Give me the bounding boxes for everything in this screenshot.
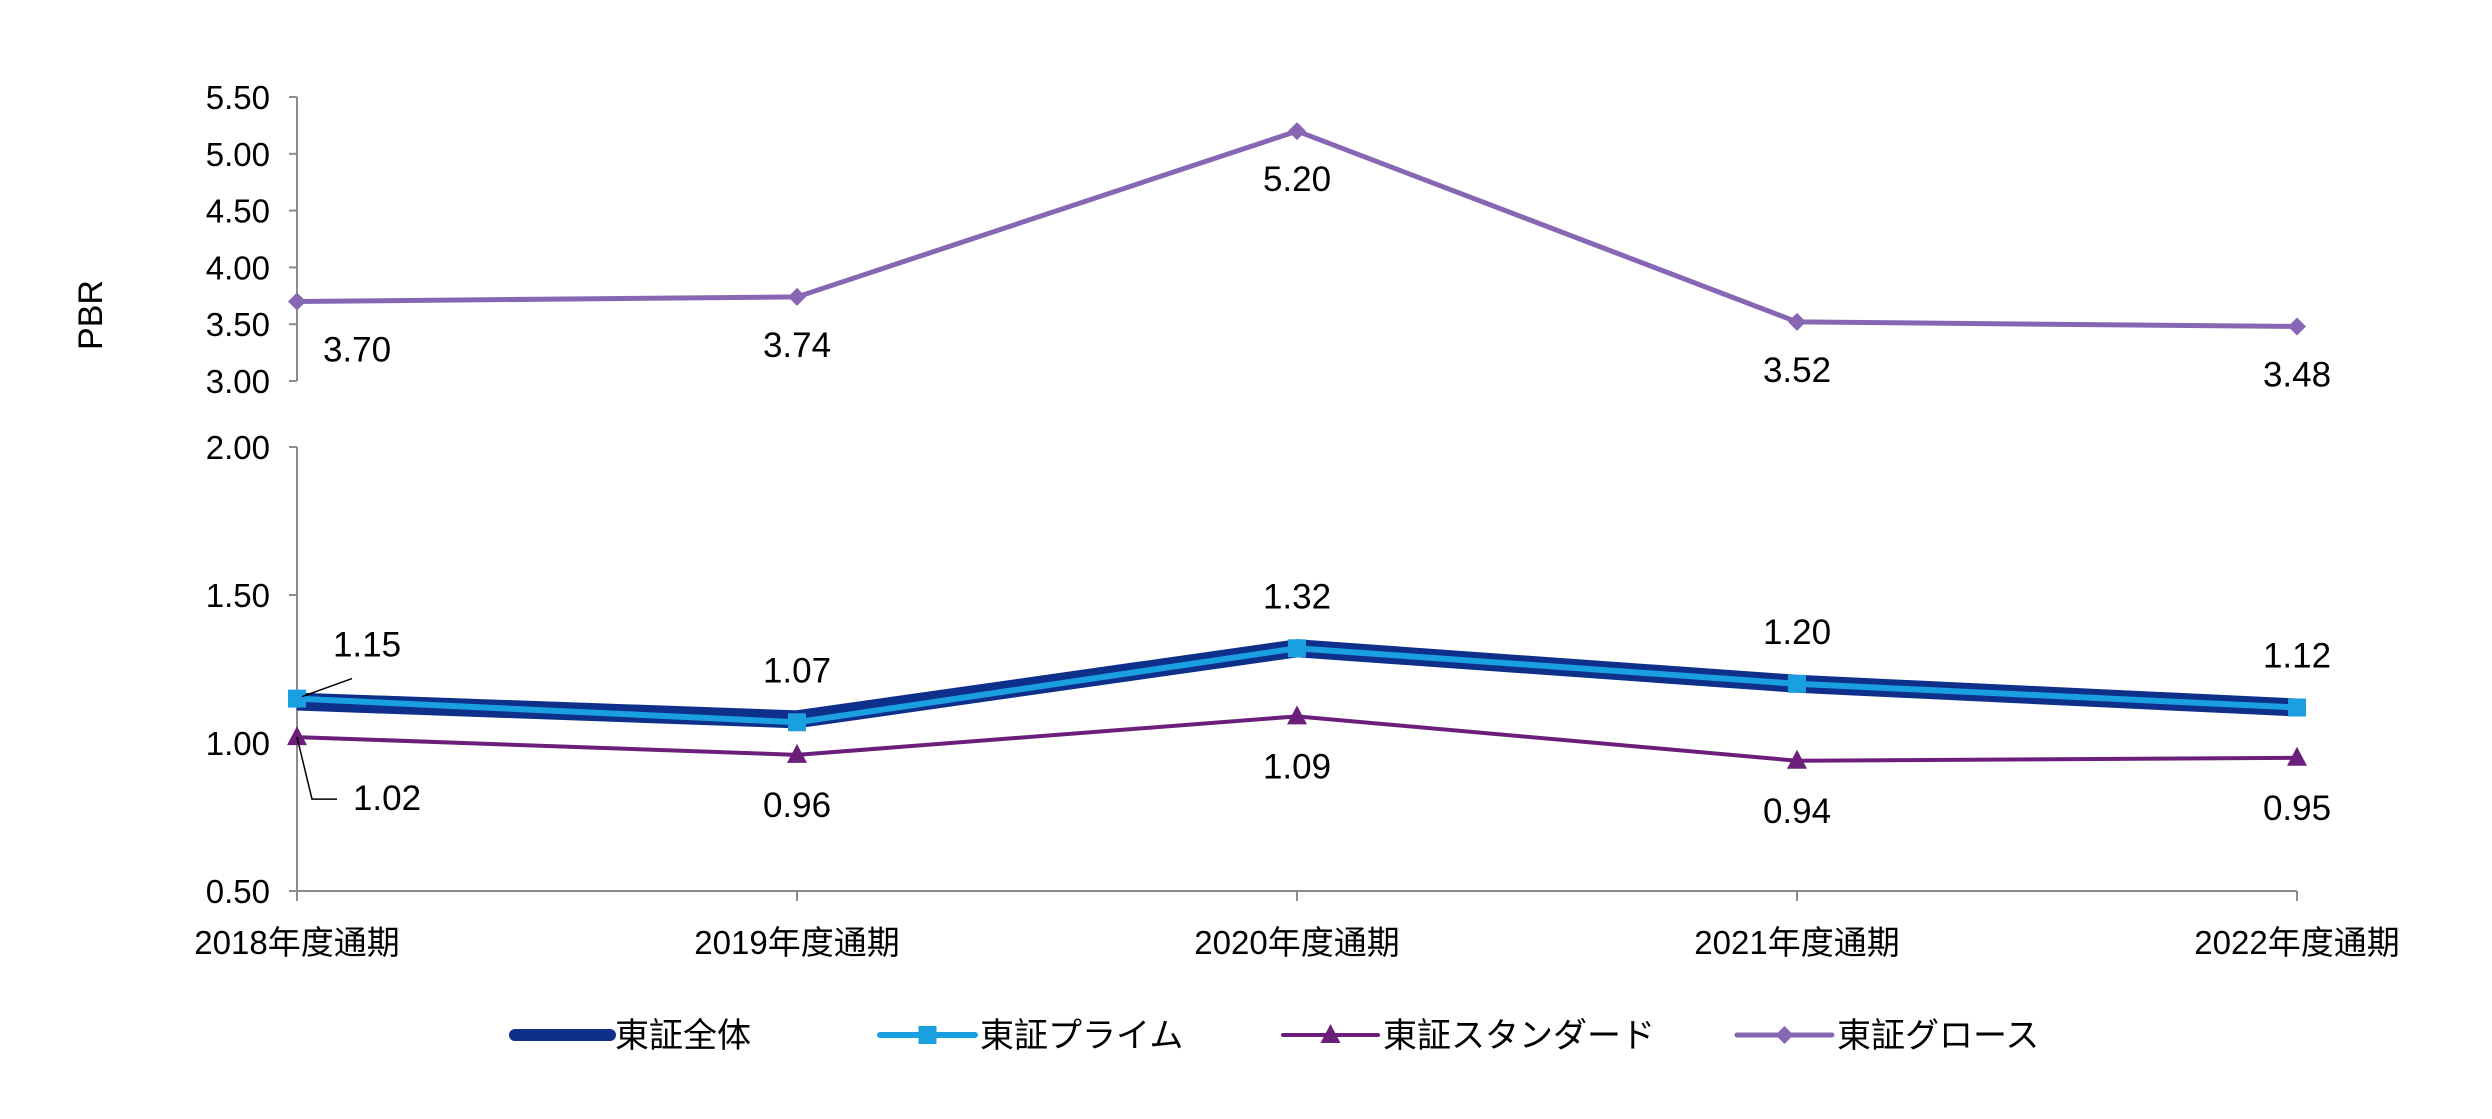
- data-label: 1.02: [353, 779, 421, 818]
- lower-y-tick-label: 2.00: [206, 429, 270, 466]
- x-tick-label: 2018年度通期: [194, 924, 399, 961]
- data-label: 1.12: [2263, 636, 2331, 675]
- data-point: [288, 689, 306, 708]
- x-tick-label: 2021年度通期: [1694, 924, 1899, 961]
- data-point: [788, 713, 806, 732]
- data-point: [1788, 674, 1806, 693]
- legend-label: 東証全体: [615, 1017, 751, 1055]
- data-label: 1.20: [1763, 613, 1831, 652]
- data-point: [2287, 746, 2307, 766]
- upper-y-tick-label: 3.50: [206, 306, 270, 343]
- data-point: [1788, 312, 1806, 331]
- data-label: 1.32: [1263, 577, 1331, 616]
- label-leader-line: [301, 677, 353, 698]
- legend: 東証全体 東証プライム 東証スタンダード 東証グロース: [509, 1017, 2039, 1055]
- x-tick-label: 2022年度通期: [2194, 924, 2399, 961]
- upper-y-tick-label: 5.50: [206, 79, 270, 116]
- legend-label: 東証プライム: [980, 1017, 1183, 1055]
- lower-y-tick-label: 1.00: [206, 725, 270, 762]
- legend-label: 東証グロース: [1837, 1017, 2039, 1055]
- label-leader-line: [296, 736, 337, 800]
- legend-marker: [918, 1026, 937, 1044]
- x-tick-label: 2020年度通期: [1194, 924, 1399, 961]
- data-label: 0.94: [1763, 792, 1831, 831]
- data-labels: 1.15 1.07 1.32 1.20 1.12 1.02 0.96 1.09 0.94 0.95…: [296, 160, 2331, 831]
- data-label: 3.70: [323, 330, 391, 369]
- data-point: [287, 726, 307, 746]
- data-point: [1288, 639, 1306, 658]
- data-point: [2288, 317, 2306, 336]
- data-point: [787, 743, 807, 763]
- x-tick-label: 2019年度通期: [694, 924, 899, 961]
- data-point: [1288, 122, 1306, 141]
- data-label: 5.20: [1263, 160, 1331, 199]
- legend-label: 東証スタンダード: [1383, 1017, 1655, 1055]
- legend-marker: [1775, 1026, 1794, 1044]
- data-label: 1.07: [763, 651, 831, 690]
- data-label: 3.48: [2263, 355, 2331, 394]
- data-label: 1.15: [333, 626, 401, 665]
- data-label: 0.96: [763, 786, 831, 825]
- series-layer: [287, 122, 2307, 769]
- data-point: [1787, 749, 1807, 769]
- legend-marker: [1320, 1024, 1341, 1043]
- upper-y-tick-label: 4.00: [206, 249, 270, 286]
- y-axis-title: PBR: [72, 280, 110, 350]
- axes: 3.00 3.50 4.00 4.50 5.00 5.50 0.50 1.00 1.50 2.00…: [194, 79, 2399, 961]
- data-label: 3.74: [763, 326, 831, 365]
- data-label: 0.95: [2263, 789, 2331, 828]
- data-point: [288, 292, 306, 311]
- upper-y-tick-label: 5.00: [206, 136, 270, 173]
- data-point: [788, 287, 806, 306]
- lower-y-tick-label: 1.50: [206, 577, 270, 614]
- data-label: 3.52: [1763, 351, 1831, 390]
- upper-y-tick-label: 4.50: [206, 193, 270, 230]
- data-point: [1287, 705, 1307, 725]
- lower-y-tick-label: 0.50: [206, 873, 270, 910]
- upper-y-tick-label: 3.00: [206, 363, 270, 400]
- data-label: 1.09: [1263, 747, 1331, 786]
- data-point: [2288, 698, 2306, 717]
